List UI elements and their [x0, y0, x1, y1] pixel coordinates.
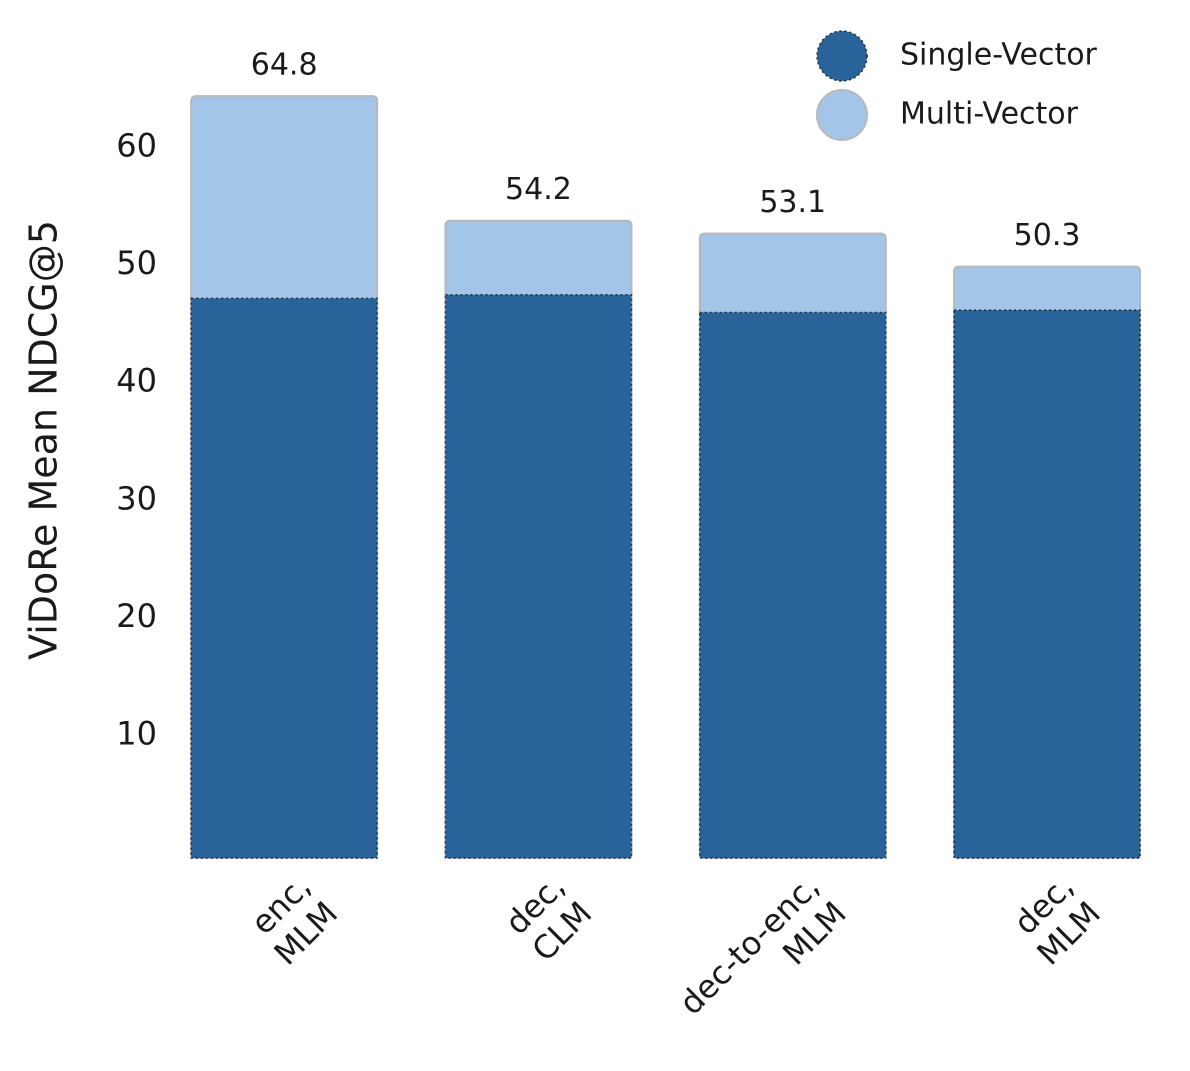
- value-label: 64.8: [251, 48, 318, 83]
- y-axis-label: ViDoRe Mean NDCG@5: [22, 220, 66, 660]
- x-tick-label: dec-to-enc,MLM: [672, 867, 854, 1022]
- bar: [699, 311, 887, 859]
- x-tick-label: enc,MLM: [243, 867, 345, 972]
- bar: [190, 297, 378, 859]
- y-tick-label: 50: [116, 244, 157, 282]
- legend-swatch: [816, 89, 868, 141]
- y-tick-label: 40: [116, 362, 157, 400]
- bar: [444, 294, 633, 859]
- value-label: 50.3: [1014, 218, 1081, 253]
- y-tick-label: 60: [116, 127, 157, 165]
- y-tick-label: 20: [116, 597, 157, 635]
- value-label: 54.2: [505, 172, 572, 207]
- x-tick-label: dec,CLM: [498, 867, 600, 969]
- x-tick-label: dec,MLM: [1006, 867, 1108, 972]
- legend-swatch: [816, 30, 868, 82]
- legend-label: Single-Vector: [900, 38, 1098, 73]
- legend-label: Multi-Vector: [900, 97, 1079, 132]
- y-tick-label: 30: [116, 479, 157, 517]
- value-label: 53.1: [759, 185, 826, 220]
- y-tick-label: 10: [116, 714, 157, 752]
- bar: [953, 309, 1141, 859]
